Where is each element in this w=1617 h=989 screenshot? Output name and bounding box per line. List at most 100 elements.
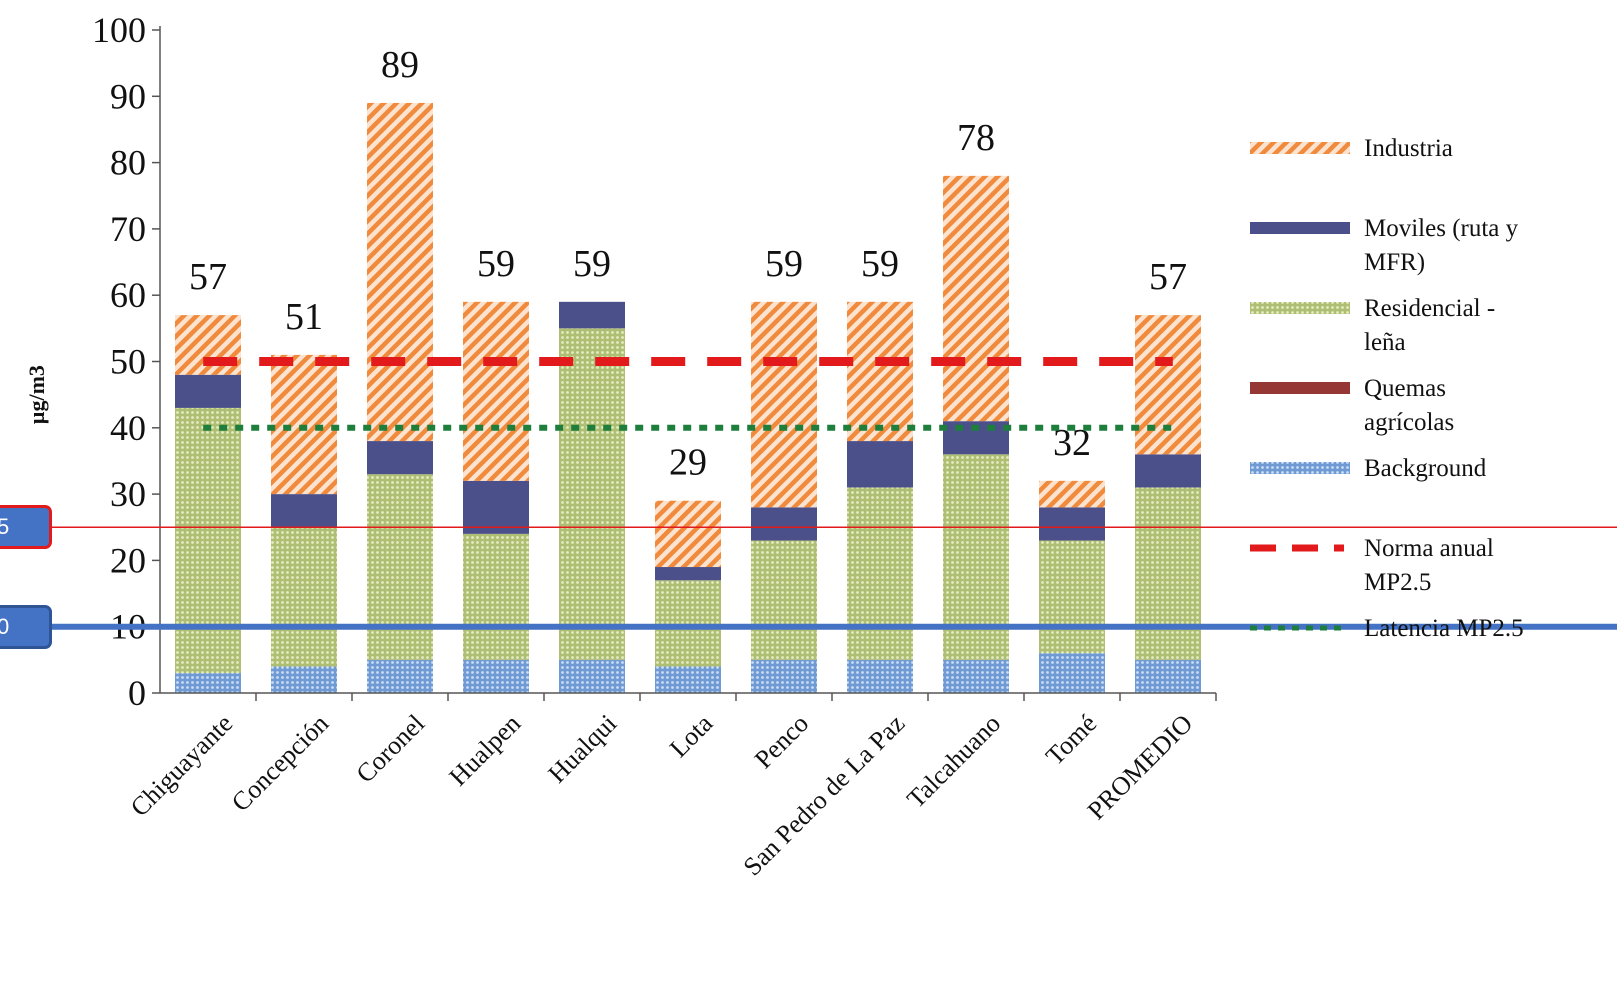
category-label: Penco	[749, 709, 814, 774]
bar-segment-background	[367, 659, 433, 693]
bar-segment-background	[271, 666, 337, 693]
annotation-label-25: 5	[0, 505, 52, 550]
category-label: Talcahuano	[901, 709, 1006, 814]
y-tick-label: 60	[110, 275, 146, 315]
bar-segment-moviles-ruta-y-mfr	[1039, 507, 1105, 541]
bar-segment-background	[1135, 659, 1201, 693]
total-label: 57	[189, 256, 227, 298]
bar-segment-industria	[751, 301, 817, 508]
bar-segment-background	[943, 659, 1009, 693]
bar-segment-background	[751, 659, 817, 693]
legend-label: Norma anual MP2.5	[1364, 535, 1494, 596]
total-label: 59	[477, 243, 515, 285]
bar-segment-residencial-lena	[1039, 540, 1105, 654]
total-label: 57	[1149, 256, 1187, 298]
bar-segment-residencial-lena	[463, 533, 529, 660]
bar-segment-moviles-ruta-y-mfr	[655, 567, 721, 581]
bar-segment-background	[847, 659, 913, 693]
category-label: Chiguayante	[125, 709, 238, 822]
plot-area: 0102030405060708090100µg/m357Chiguayante…	[24, 10, 1617, 881]
bar-group-hualqui	[559, 301, 625, 693]
total-label: 29	[669, 442, 707, 484]
bar-segment-moviles-ruta-y-mfr	[847, 441, 913, 488]
total-label: 89	[381, 44, 419, 86]
bar-segment-residencial-lena	[175, 407, 241, 674]
bar-segment-residencial-lena	[1135, 487, 1201, 660]
legend-label: Background	[1364, 455, 1487, 482]
legend-item-quemas-agricolas: Quemas agrícolas	[1250, 375, 1454, 436]
bar-segment-industria	[271, 354, 337, 495]
bar-segment-moviles-ruta-y-mfr	[559, 301, 625, 329]
bar-segment-moviles-ruta-y-mfr	[751, 507, 817, 541]
annotation-label-10: 0	[0, 604, 52, 649]
legend-item-industria: Industria	[1250, 135, 1453, 162]
legend-item-latencia-mp2-5: Latencia MP2.5	[1250, 615, 1524, 642]
legend-swatch	[1250, 462, 1350, 474]
bar-segment-industria	[1039, 480, 1105, 508]
bar-segment-residencial-lena	[559, 328, 625, 660]
bar-segment-moviles-ruta-y-mfr	[367, 441, 433, 475]
bar-segment-background	[463, 659, 529, 693]
bar-segment-moviles-ruta-y-mfr	[175, 374, 241, 408]
bar-segment-residencial-lena	[751, 540, 817, 660]
legend-label: Quemas agrícolas	[1364, 375, 1454, 436]
y-tick-label: 30	[110, 474, 146, 514]
bar-segment-residencial-lena	[367, 474, 433, 660]
bar-segment-residencial-lena	[271, 527, 337, 667]
total-label: 51	[285, 296, 323, 338]
bar-group-penco	[751, 301, 817, 693]
y-tick-label: 70	[110, 209, 146, 249]
bar-group-promedio	[1135, 315, 1201, 693]
legend-label: Latencia MP2.5	[1364, 615, 1524, 642]
legend-label: Residencial -leña	[1364, 295, 1495, 356]
legend-item-background: Background	[1250, 455, 1487, 482]
bar-group-chiguayante	[175, 315, 241, 693]
bar-segment-moviles-ruta-y-mfr	[271, 494, 337, 528]
legend-swatch	[1250, 142, 1350, 154]
legend-swatch	[1250, 222, 1350, 234]
y-tick-label: 100	[92, 10, 146, 50]
bar-group-talcahuano	[943, 175, 1009, 693]
bar-group-tome	[1039, 480, 1105, 693]
y-tick-label: 80	[110, 143, 146, 183]
bar-segment-residencial-lena	[655, 580, 721, 667]
bar-segment-background	[559, 659, 625, 693]
bar-segment-industria	[847, 301, 913, 442]
category-label: Hualqui	[543, 709, 623, 789]
y-axis-label: µg/m3	[24, 365, 49, 424]
bar-group-lota	[655, 500, 721, 693]
total-label: 78	[957, 117, 995, 159]
y-tick-label: 90	[110, 76, 146, 116]
bar-segment-industria	[1135, 315, 1201, 455]
bar-group-san-pedro-de-la-paz	[847, 301, 913, 693]
y-tick-label: 20	[110, 540, 146, 580]
category-label: Tomé	[1040, 709, 1102, 771]
bar-segment-industria	[463, 301, 529, 481]
bar-segment-residencial-lena	[847, 487, 913, 660]
legend-item-norma-anual-mp2-5: Norma anual MP2.5	[1250, 535, 1494, 596]
bar-segment-industria	[655, 500, 721, 568]
legend-label: Moviles (ruta y MFR)	[1364, 215, 1519, 276]
legend-swatch	[1250, 382, 1350, 394]
total-label: 59	[573, 243, 611, 285]
legend: Industria Moviles (ruta y MFR) Residencial …	[1250, 135, 1524, 642]
legend-swatch	[1250, 302, 1350, 314]
bar-segment-background	[175, 673, 241, 693]
category-label: Coronel	[351, 709, 431, 789]
category-label: Concepción	[226, 709, 334, 817]
y-tick-label: 50	[110, 342, 146, 382]
category-label: Hualpen	[443, 709, 526, 792]
bar-segment-moviles-ruta-y-mfr	[1135, 454, 1201, 488]
total-label: 59	[861, 243, 899, 285]
legend-label: Industria	[1364, 135, 1453, 162]
bar-group-hualpen	[463, 301, 529, 693]
bar-segment-background	[1039, 653, 1105, 693]
category-label: San Pedro de La Paz	[738, 709, 911, 882]
category-label: Lota	[664, 708, 719, 763]
bar-segment-moviles-ruta-y-mfr	[463, 480, 529, 534]
bar-segment-industria	[367, 102, 433, 442]
legend-item-moviles-ruta-y-mfr: Moviles (ruta y MFR)	[1250, 215, 1519, 276]
legend-item-residencial-lena: Residencial -leña	[1250, 295, 1495, 356]
bar-group-concepcion	[271, 354, 337, 693]
